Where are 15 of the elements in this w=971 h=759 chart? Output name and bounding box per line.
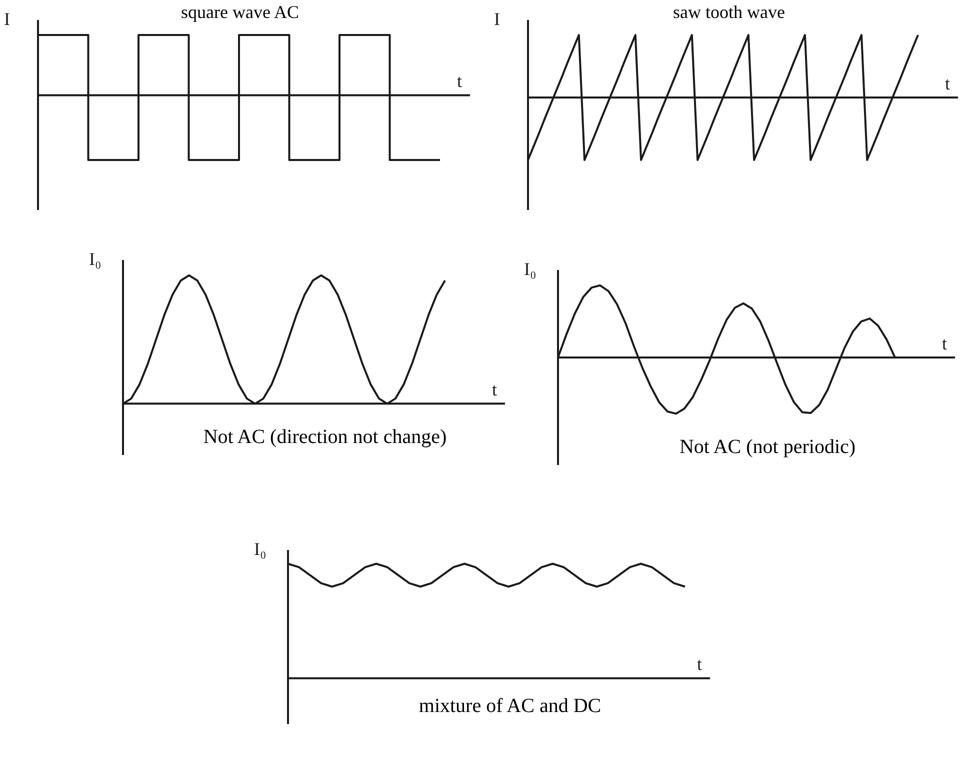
y-axis-title: I₀ (89, 248, 102, 269)
y-axis-title: I (4, 8, 10, 29)
text: Not AC (direction not change) (202, 426, 448, 449)
text: mixture of AC and DC (418, 695, 602, 718)
y-axis-title: I₀ (524, 258, 536, 279)
y-axis-title: I₀ (254, 538, 266, 559)
y-axis-title: I (494, 8, 500, 29)
x-axis-title: t (942, 333, 947, 354)
chart-title: saw tooth wave (673, 2, 785, 22)
text: Not AC (not periodic) (678, 436, 857, 459)
x-axis-title: t (944, 74, 950, 94)
x-axis-title: t (696, 654, 702, 674)
x-axis-title: t (456, 71, 462, 92)
chart-title: square wave AC (181, 2, 299, 22)
x-axis-title: t (492, 380, 497, 400)
